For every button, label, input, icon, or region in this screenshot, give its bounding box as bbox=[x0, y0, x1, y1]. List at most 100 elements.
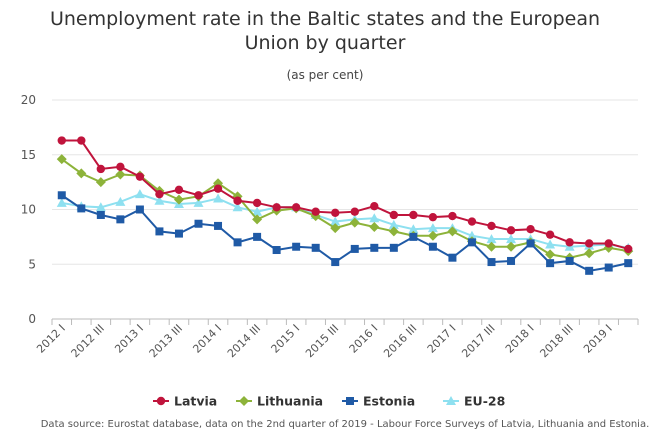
data-point-estonia bbox=[311, 243, 320, 252]
data-point-eu-28 bbox=[154, 195, 165, 205]
series-line-latvia bbox=[61, 139, 629, 250]
data-point-lithuania bbox=[545, 249, 556, 260]
data-point-lithuania bbox=[330, 223, 341, 234]
data-point-latvia bbox=[565, 238, 574, 247]
x-tick-label: 2014 I bbox=[190, 322, 224, 356]
legend-item-lithuania: Lithuania bbox=[236, 394, 323, 409]
x-tick-label: 2017 I bbox=[425, 322, 459, 356]
x-tick-label: 2015 I bbox=[269, 322, 303, 356]
data-point-estonia bbox=[507, 256, 516, 265]
data-point-latvia bbox=[370, 202, 379, 211]
data-point-estonia bbox=[389, 243, 398, 252]
data-point-latvia bbox=[194, 191, 203, 200]
legend: Latvia Lithuania Estonia EU-28 bbox=[153, 394, 505, 409]
data-point-latvia bbox=[252, 198, 262, 208]
y-axis: 0 5 10 15 20 bbox=[21, 93, 36, 326]
data-point-eu-28 bbox=[408, 224, 419, 234]
data-point-latvia bbox=[291, 203, 301, 212]
data-point-eu-28 bbox=[232, 202, 243, 212]
legend-marker-estonia bbox=[346, 397, 354, 405]
data-point-eu-28 bbox=[466, 230, 477, 240]
y-tick-label: 0 bbox=[28, 312, 36, 326]
data-point-estonia bbox=[253, 232, 262, 241]
data-point-estonia bbox=[585, 266, 594, 275]
legend-label-estonia: Estonia bbox=[363, 394, 415, 409]
data-point-lithuania bbox=[486, 241, 497, 252]
x-tick-label: 2016 I bbox=[347, 322, 381, 356]
data-point-lithuania bbox=[252, 214, 263, 225]
data-point-estonia bbox=[96, 210, 105, 219]
data-point-estonia bbox=[370, 243, 379, 252]
data-point-estonia bbox=[155, 227, 164, 236]
x-axis: 2012 I 2012 III 2013 I 2013 III 2014 I 2014 I… bbox=[34, 318, 639, 360]
data-point-latvia bbox=[389, 210, 399, 220]
x-tick-label: 2013 III bbox=[147, 322, 185, 360]
plot-area bbox=[56, 136, 634, 275]
x-tick-label: 2012 III bbox=[69, 322, 107, 360]
data-point-latvia bbox=[213, 184, 223, 193]
legend-marker-latvia bbox=[156, 396, 166, 406]
data-point-eu-28 bbox=[427, 223, 438, 233]
data-point-latvia bbox=[604, 239, 613, 248]
data-point-lithuania bbox=[173, 194, 184, 205]
data-point-eu-28 bbox=[115, 196, 126, 206]
data-point-estonia bbox=[214, 221, 223, 230]
data-point-eu-28 bbox=[95, 202, 106, 212]
data-point-lithuania bbox=[506, 241, 517, 252]
data-point-estonia bbox=[174, 229, 183, 238]
data-point-eu-28 bbox=[369, 213, 380, 223]
data-point-lithuania bbox=[584, 248, 595, 259]
data-point-eu-28 bbox=[486, 234, 497, 244]
data-point-latvia bbox=[448, 211, 457, 221]
data-point-eu-28 bbox=[193, 197, 204, 207]
data-point-latvia bbox=[350, 207, 359, 216]
legend-label-lithuania: Lithuania bbox=[257, 394, 323, 409]
data-point-latvia bbox=[428, 212, 438, 222]
x-tick-label: 2017 III bbox=[459, 322, 497, 360]
x-tick-label: 2019 I bbox=[581, 322, 615, 356]
chart-title-line-2: Union by quarter bbox=[245, 32, 406, 54]
x-tick-label: 2018 III bbox=[537, 322, 575, 360]
data-point-eu-28 bbox=[252, 206, 263, 216]
data-point-estonia bbox=[409, 232, 418, 241]
data-point-latvia bbox=[116, 162, 125, 171]
data-point-estonia bbox=[350, 244, 359, 253]
data-point-estonia bbox=[546, 259, 555, 268]
chart-subtitle: (as per cent) bbox=[287, 68, 364, 82]
data-point-eu-28 bbox=[213, 193, 224, 203]
data-point-lithuania bbox=[56, 154, 67, 165]
y-tick-label: 10 bbox=[21, 203, 36, 217]
x-tick-label: 2012 I bbox=[34, 322, 68, 356]
x-tick-label: 2016 III bbox=[381, 322, 419, 360]
data-point-lithuania bbox=[427, 230, 438, 241]
data-point-latvia bbox=[77, 136, 86, 145]
data-point-latvia bbox=[584, 239, 594, 248]
data-point-estonia bbox=[526, 239, 535, 248]
data-point-estonia bbox=[272, 246, 281, 255]
x-tick-label: 2013 I bbox=[112, 322, 146, 356]
data-point-eu-28 bbox=[330, 216, 341, 226]
data-point-estonia bbox=[57, 191, 66, 200]
legend-marker-eu-28 bbox=[446, 396, 456, 405]
data-point-latvia bbox=[311, 207, 320, 216]
data-point-estonia bbox=[292, 242, 301, 251]
data-point-eu-28 bbox=[545, 239, 556, 249]
chart-title-line-1: Unemployment rate in the Baltic states a… bbox=[50, 8, 600, 30]
legend-label-eu-28: EU-28 bbox=[464, 394, 505, 409]
data-point-estonia bbox=[467, 238, 476, 247]
data-point-lithuania bbox=[95, 177, 106, 188]
data-point-latvia bbox=[174, 185, 184, 194]
y-tick-label: 15 bbox=[21, 148, 36, 162]
data-point-latvia bbox=[409, 210, 418, 220]
data-point-estonia bbox=[233, 238, 242, 247]
legend-label-latvia: Latvia bbox=[174, 394, 217, 409]
data-point-estonia bbox=[428, 242, 437, 251]
data-point-lithuania bbox=[76, 168, 87, 179]
data-source-note: Data source: Eurostat database, data on … bbox=[41, 419, 650, 430]
data-point-eu-28 bbox=[56, 197, 67, 207]
legend-item-estonia: Estonia bbox=[342, 394, 415, 409]
data-point-eu-28 bbox=[388, 219, 399, 229]
data-point-latvia bbox=[272, 203, 281, 212]
series-latvia bbox=[57, 136, 633, 254]
